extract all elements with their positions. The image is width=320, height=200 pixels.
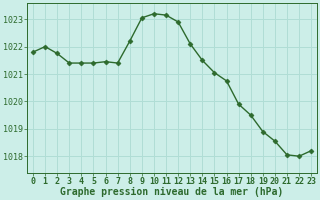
X-axis label: Graphe pression niveau de la mer (hPa): Graphe pression niveau de la mer (hPa) <box>60 187 284 197</box>
